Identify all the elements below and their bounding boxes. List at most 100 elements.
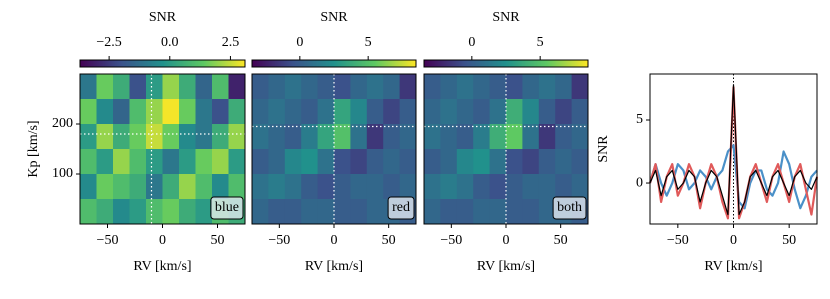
heat-cell [571, 149, 589, 175]
heat-cell [440, 99, 458, 125]
panel-label-box [387, 196, 415, 220]
heat-cell [96, 99, 114, 125]
heat-cell [252, 74, 269, 100]
x-tick-label: −50 [440, 233, 462, 248]
heat-cell [252, 174, 269, 200]
heat-cell [571, 174, 589, 200]
heat-cell [538, 149, 556, 175]
heat-cell [383, 124, 401, 150]
heat-cell [399, 149, 417, 175]
heat-cell [129, 74, 147, 100]
colorbar-label: SNR [149, 10, 177, 25]
heat-cell [366, 99, 384, 125]
heat-cell [350, 99, 368, 125]
heat-cell [80, 174, 97, 200]
heat-cell [350, 174, 368, 200]
heat-cell [424, 199, 441, 225]
heat-cell [555, 149, 573, 175]
heat-cell [80, 149, 97, 175]
heat-cell [506, 174, 523, 200]
heat-cell [146, 99, 163, 125]
panel-label-box [552, 196, 587, 220]
heat-cell [522, 99, 540, 125]
heat-cell [489, 99, 507, 125]
heat-cell [268, 149, 286, 175]
heat-cell [366, 174, 384, 200]
heat-cell [456, 199, 474, 225]
heat-cell [228, 149, 246, 175]
heat-cell [212, 74, 229, 100]
heat-cell [424, 174, 441, 200]
colorbar-tick-label: 0.0 [161, 35, 179, 50]
heat-cell [129, 199, 147, 225]
heat-cell [301, 174, 319, 200]
x-tick-label: 0 [503, 233, 510, 248]
series-line [648, 144, 818, 210]
colorbar-tick-label: 0 [468, 35, 475, 50]
heat-cell [456, 74, 474, 100]
heat-cell [456, 174, 474, 200]
colorbar-label: SNR [320, 10, 348, 25]
heat-cell [113, 99, 130, 125]
heat-cell [473, 199, 491, 225]
y-tick-label: 100 [52, 166, 73, 181]
heat-cell [383, 174, 401, 200]
heat-cell [473, 99, 491, 125]
heat-cell [522, 199, 540, 225]
heat-cell [489, 74, 507, 100]
heat-cell [252, 199, 269, 225]
heat-cell [284, 174, 302, 200]
y-tick-label: 5 [636, 112, 643, 127]
heat-cell [555, 174, 573, 200]
panel-label: red [392, 200, 410, 215]
heat-cell [284, 74, 302, 100]
heat-cell [146, 199, 163, 225]
x-axis-label: RV [km/s] [133, 259, 191, 274]
heat-cell [522, 174, 540, 200]
heat-cell [334, 149, 351, 175]
heat-cell [383, 149, 401, 175]
heat-cell [80, 124, 97, 150]
heat-cell [506, 74, 523, 100]
heat-cell [162, 124, 180, 150]
heat-cell [179, 174, 196, 200]
heat-cell [440, 174, 458, 200]
heat-cell [473, 174, 491, 200]
heat-cell [538, 199, 556, 225]
heat-cell [317, 74, 335, 100]
heat-cell [129, 124, 147, 150]
heat-cell [506, 124, 523, 150]
colorbar-tick-label: 2.5 [222, 35, 240, 50]
colorbar-tick-label: 0 [296, 35, 303, 50]
heat-cell [146, 124, 163, 150]
heat-cell [284, 149, 302, 175]
heat-cell [146, 149, 163, 175]
heat-cell [113, 149, 130, 175]
heat-cell [195, 174, 213, 200]
heat-cell [162, 199, 180, 225]
x-tick-label: 50 [554, 233, 568, 248]
heat-cell [228, 74, 246, 100]
heat-cell [456, 124, 474, 150]
heat-cell [555, 124, 573, 150]
heat-cell [538, 174, 556, 200]
heat-cell [456, 149, 474, 175]
heat-cell [440, 149, 458, 175]
heat-cell [489, 174, 507, 200]
heat-cell [195, 149, 213, 175]
y-tick-label: 200 [52, 116, 73, 131]
heat-cell [228, 174, 246, 200]
heat-cell [399, 174, 417, 200]
heat-cell [129, 149, 147, 175]
x-axis-label: RV [km/s] [477, 259, 535, 274]
colorbar [251, 59, 417, 68]
heat-cell [195, 199, 213, 225]
heat-cell [383, 99, 401, 125]
heat-cell [440, 74, 458, 100]
heat-cell [129, 99, 147, 125]
heat-cell [571, 99, 589, 125]
x-tick-label: 50 [211, 233, 225, 248]
heat-cell [473, 124, 491, 150]
colorbar-tick-label: 5 [537, 35, 544, 50]
